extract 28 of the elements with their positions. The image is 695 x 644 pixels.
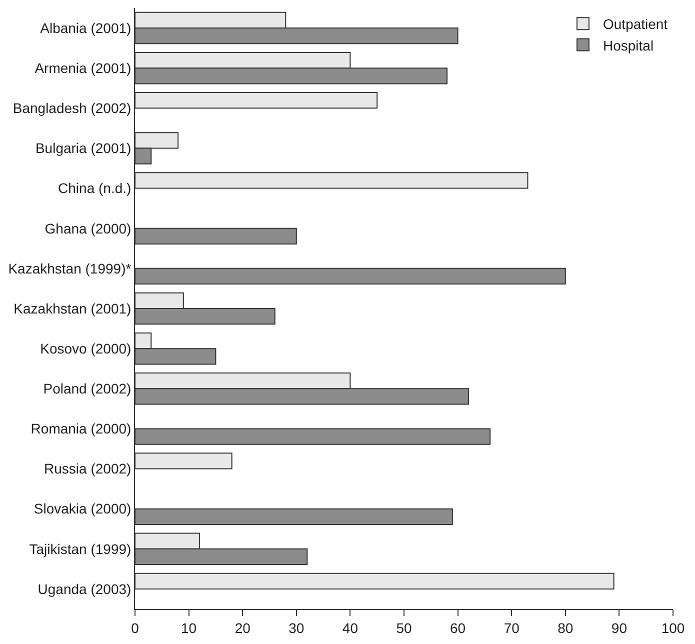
y-tick-label: Ghana (2000) <box>44 220 132 236</box>
y-tick-label: Bangladesh (2002) <box>12 100 132 116</box>
y-tick-label: Kazakhstan (2001) <box>14 300 132 316</box>
y-tick-label: Bulgaria (2001) <box>35 140 132 156</box>
x-tick-label: 70 <box>504 620 520 636</box>
y-tick-label: Poland (2002) <box>43 380 132 397</box>
y-tick-label: Kosovo (2000) <box>40 340 132 356</box>
y-tick-label: Romania (2000) <box>30 420 132 437</box>
x-tick-label: 60 <box>450 620 466 636</box>
y-tick-label: Uganda (2003) <box>38 580 132 597</box>
y-tick-label: Albania (2001) <box>40 20 132 36</box>
y-tick-label: Slovakia (2000) <box>34 500 132 517</box>
x-tick-label: 20 <box>234 620 251 636</box>
y-tick-label: Tajikistan (1999) <box>29 540 132 557</box>
y-tick-label: China (n.d.) <box>58 180 132 196</box>
x-tick-label: 90 <box>611 620 628 636</box>
legend-label: Outpatient <box>603 16 668 32</box>
x-tick-label: 100 <box>661 620 685 636</box>
x-tick-label: 80 <box>558 620 574 636</box>
x-tick-label: 10 <box>181 620 197 636</box>
x-tick-label: 30 <box>288 620 304 636</box>
y-tick-label: Russia (2002) <box>44 460 132 477</box>
y-tick-label: Kazakhstan (1999)* <box>8 260 132 276</box>
x-tick-label: 40 <box>342 620 358 636</box>
y-tick-label: Armenia (2001) <box>34 60 132 76</box>
x-tick-label: 50 <box>396 620 412 636</box>
x-tick-label: 0 <box>131 620 140 636</box>
legend-label: Hospital <box>603 37 654 54</box>
